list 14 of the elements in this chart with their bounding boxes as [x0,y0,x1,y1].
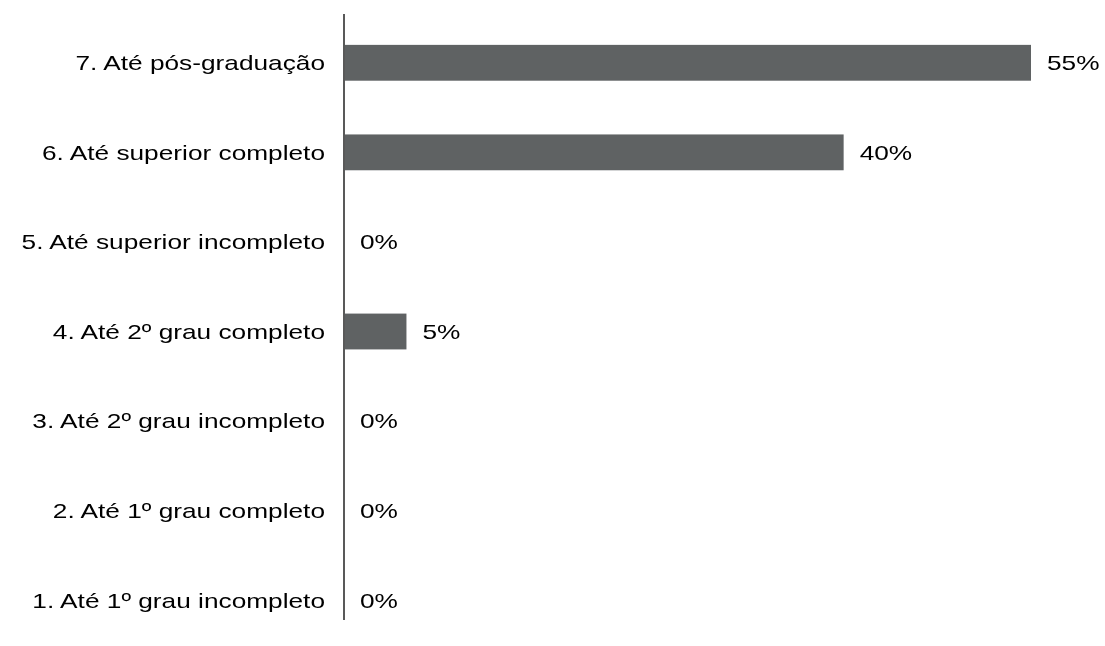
y-tick-label: 3. Até 2º grau incompleto [32,408,325,433]
data-label: 55% [1047,50,1100,75]
y-tick-label: 6. Até superior completo [41,140,325,165]
y-tick-label: 1. Até 1º grau incompleto [32,588,325,612]
y-tick-label: 2. Até 1º grau completo [52,498,325,523]
y-tick-label: 4. Até 2º grau completo [52,319,325,344]
data-label: 0% [360,229,398,254]
data-label: 0% [360,588,398,612]
data-label: 0% [360,408,398,433]
y-tick-label: 7. Até pós-graduação [75,50,325,75]
data-label: 0% [360,498,398,523]
data-label: 5% [422,319,461,344]
data-label: 40% [859,140,913,165]
y-tick-label: 5. Até superior incompleto [21,229,325,254]
